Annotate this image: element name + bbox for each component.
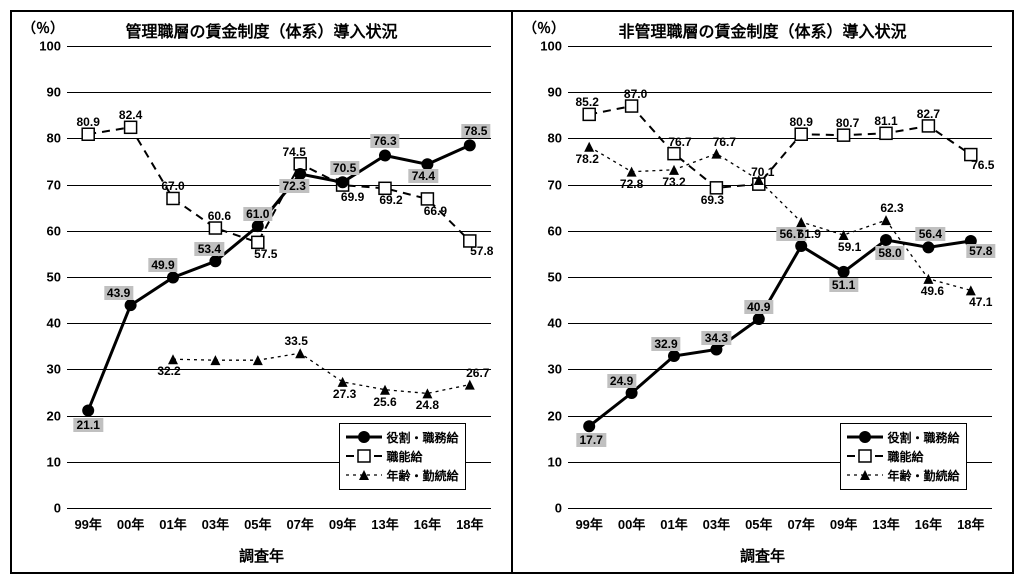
legend-label: 役割・職務給 bbox=[387, 429, 459, 446]
y-tick-label: 60 bbox=[548, 223, 568, 238]
legend-item: 職能給 bbox=[346, 447, 459, 466]
x-tick-label: 99年 bbox=[575, 508, 602, 533]
y-tick-label: 0 bbox=[54, 501, 67, 516]
x-tick-label: 01年 bbox=[660, 508, 687, 533]
chart-panel-right: （％） 非管理職層の賃金制度（体系）導入状況 01020304050607080… bbox=[513, 10, 1014, 574]
x-tick-label: 01年 bbox=[159, 508, 186, 533]
y-tick-label: 50 bbox=[548, 270, 568, 285]
x-tick-label: 03年 bbox=[703, 508, 730, 533]
legend-item: 職能給 bbox=[847, 447, 960, 466]
legend: 役割・職務給職能給年齢・勤続給 bbox=[840, 423, 967, 490]
y-tick-label: 50 bbox=[47, 270, 67, 285]
x-tick-label: 00年 bbox=[117, 508, 144, 533]
x-tick-label: 09年 bbox=[830, 508, 857, 533]
y-tick-label: 20 bbox=[548, 408, 568, 423]
x-tick-label: 16年 bbox=[414, 508, 441, 533]
y-tick-label: 10 bbox=[47, 454, 67, 469]
legend-swatch bbox=[346, 430, 382, 444]
legend-label: 職能給 bbox=[387, 448, 423, 465]
x-tick-label: 05年 bbox=[244, 508, 271, 533]
x-tick-label: 09年 bbox=[329, 508, 356, 533]
legend-label: 役割・職務給 bbox=[888, 429, 960, 446]
chart-title-right: 非管理職層の賃金制度（体系）導入状況 bbox=[513, 18, 1012, 42]
y-tick-label: 70 bbox=[47, 177, 67, 192]
legend-label: 職能給 bbox=[888, 448, 924, 465]
y-tick-label: 90 bbox=[548, 85, 568, 100]
x-tick-label: 99年 bbox=[74, 508, 101, 533]
series-line-skill bbox=[589, 106, 971, 188]
y-tick-label: 100 bbox=[39, 39, 67, 54]
x-tick-label: 07年 bbox=[286, 508, 313, 533]
x-tick-label: 13年 bbox=[371, 508, 398, 533]
y-tick-label: 30 bbox=[548, 362, 568, 377]
legend-label: 年齢・勤続給 bbox=[387, 467, 459, 484]
legend-swatch bbox=[847, 449, 883, 463]
legend-swatch bbox=[847, 430, 883, 444]
series-line-age bbox=[589, 147, 971, 291]
legend-swatch bbox=[346, 449, 382, 463]
y-tick-label: 70 bbox=[548, 177, 568, 192]
y-tick-label: 100 bbox=[540, 39, 568, 54]
charts-container: （％） 管理職層の賃金制度（体系）導入状況 010203040506070809… bbox=[10, 10, 1014, 574]
legend-item: 年齢・勤続給 bbox=[346, 466, 459, 485]
x-tick-label: 05年 bbox=[745, 508, 772, 533]
legend-item: 役割・職務給 bbox=[847, 428, 960, 447]
legend: 役割・職務給職能給年齢・勤続給 bbox=[339, 423, 466, 490]
x-axis-title-right: 調査年 bbox=[513, 545, 1012, 566]
series-line-skill bbox=[88, 127, 470, 242]
y-tick-label: 20 bbox=[47, 408, 67, 423]
y-tick-label: 80 bbox=[548, 131, 568, 146]
legend-swatch bbox=[346, 468, 382, 482]
x-tick-label: 07年 bbox=[787, 508, 814, 533]
x-axis-title-left: 調査年 bbox=[12, 545, 511, 566]
x-tick-label: 16年 bbox=[915, 508, 942, 533]
legend-item: 年齢・勤続給 bbox=[847, 466, 960, 485]
y-tick-label: 80 bbox=[47, 131, 67, 146]
y-tick-label: 90 bbox=[47, 85, 67, 100]
y-tick-label: 30 bbox=[47, 362, 67, 377]
chart-panel-left: （％） 管理職層の賃金制度（体系）導入状況 010203040506070809… bbox=[10, 10, 513, 574]
y-tick-label: 40 bbox=[47, 316, 67, 331]
x-tick-label: 18年 bbox=[456, 508, 483, 533]
y-tick-label: 10 bbox=[548, 454, 568, 469]
chart-title-left: 管理職層の賃金制度（体系）導入状況 bbox=[12, 18, 511, 42]
y-tick-label: 0 bbox=[555, 501, 568, 516]
plot-area-left: 010203040506070809010099年00年01年03年05年07年… bbox=[67, 46, 491, 508]
plot-area-right: 010203040506070809010099年00年01年03年05年07年… bbox=[568, 46, 992, 508]
x-tick-label: 03年 bbox=[202, 508, 229, 533]
legend-swatch bbox=[847, 468, 883, 482]
series-line-age bbox=[173, 353, 470, 393]
y-tick-label: 60 bbox=[47, 223, 67, 238]
series-line-role bbox=[88, 145, 470, 410]
legend-item: 役割・職務給 bbox=[346, 428, 459, 447]
legend-label: 年齢・勤続給 bbox=[888, 467, 960, 484]
y-tick-label: 40 bbox=[548, 316, 568, 331]
x-tick-label: 00年 bbox=[618, 508, 645, 533]
series-line-role bbox=[589, 240, 971, 426]
x-tick-label: 13年 bbox=[872, 508, 899, 533]
x-tick-label: 18年 bbox=[957, 508, 984, 533]
